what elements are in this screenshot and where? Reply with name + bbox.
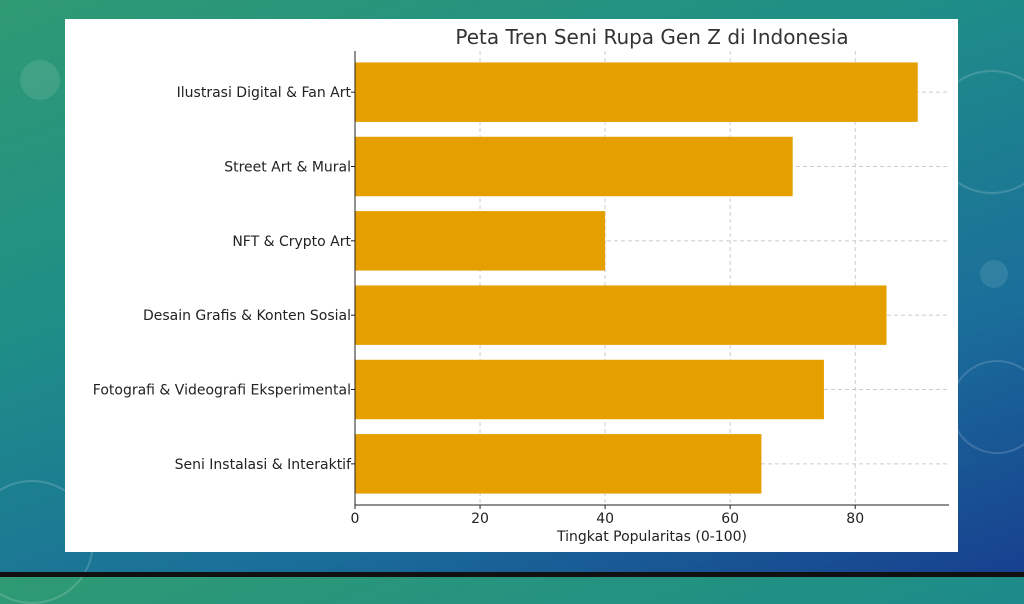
x-tick-label: 60 bbox=[721, 511, 739, 527]
background-circle bbox=[950, 360, 1024, 454]
bar bbox=[355, 211, 606, 271]
bar bbox=[355, 285, 887, 345]
category-label: Ilustrasi Digital & Fan Art bbox=[177, 85, 352, 101]
bar bbox=[355, 136, 793, 197]
x-tick-label: 0 bbox=[351, 511, 360, 527]
axes bbox=[351, 51, 949, 509]
bar bbox=[355, 434, 762, 494]
x-tick-label: 20 bbox=[471, 511, 489, 527]
bottom-bar bbox=[0, 572, 1024, 577]
bar-chart: Ilustrasi Digital & Fan Art Street Art & … bbox=[93, 25, 949, 545]
category-label: Street Art & Mural bbox=[224, 160, 351, 176]
chart-panel: Ilustrasi Digital & Fan Art Street Art & … bbox=[65, 19, 958, 552]
x-axis-label: Tingkat Popularitas (0-100) bbox=[556, 529, 747, 545]
bar bbox=[355, 62, 918, 122]
background-dot bbox=[980, 260, 1008, 288]
category-label: Seni Instalasi & Interaktif bbox=[175, 457, 352, 473]
category-label: NFT & Crypto Art bbox=[232, 234, 351, 250]
background-dot bbox=[20, 60, 60, 100]
category-label: Fotografi & Videografi Eksperimental bbox=[93, 383, 351, 399]
x-tick-label: 40 bbox=[596, 511, 614, 527]
category-label: Desain Grafis & Konten Sosial bbox=[143, 308, 351, 324]
chart-title: Peta Tren Seni Rupa Gen Z di Indonesia bbox=[455, 25, 848, 49]
x-tick-labels: 0 20 40 60 80 bbox=[351, 511, 865, 527]
bars bbox=[355, 62, 918, 494]
x-tick-label: 80 bbox=[846, 511, 864, 527]
category-labels: Ilustrasi Digital & Fan Art Street Art & … bbox=[93, 85, 352, 473]
bar bbox=[355, 359, 824, 420]
